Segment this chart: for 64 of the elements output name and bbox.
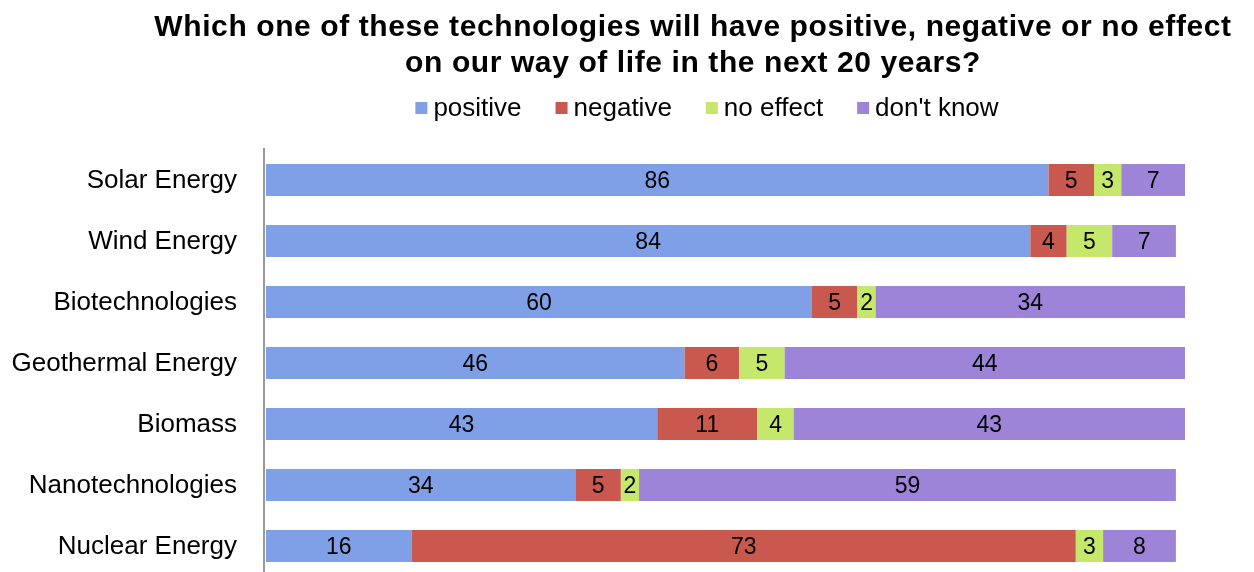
data-label: 5 — [1064, 167, 1078, 194]
bar — [1030, 224, 1067, 258]
data-label: 4 — [769, 411, 783, 438]
data-label: 3 — [1101, 167, 1115, 194]
bar — [266, 468, 576, 502]
bar — [657, 407, 758, 441]
bar — [266, 163, 1049, 197]
data-label: 84 — [635, 228, 662, 255]
bar — [784, 346, 1185, 380]
bar — [793, 407, 1185, 441]
data-label: 8 — [1133, 533, 1146, 560]
data-label: 16 — [326, 533, 352, 560]
data-label: 7 — [1137, 228, 1151, 255]
legend-label: don't know — [875, 92, 999, 123]
y-tick-label: Nuclear Energy — [57, 530, 237, 561]
bar — [1121, 163, 1185, 197]
data-label: 60 — [526, 289, 552, 316]
bar — [684, 346, 740, 380]
data-label: 2 — [860, 289, 873, 316]
data-label: 34 — [407, 472, 434, 499]
bar — [757, 407, 794, 441]
data-label: 2 — [623, 472, 637, 499]
bar — [266, 224, 1031, 258]
data-label: 44 — [972, 350, 998, 377]
bar — [266, 285, 812, 319]
bar — [575, 468, 621, 502]
bar — [875, 285, 1185, 319]
bar — [266, 407, 658, 441]
bar — [1112, 224, 1176, 258]
y-tick-label: Nanotechnologies — [28, 469, 237, 500]
bar — [811, 285, 858, 319]
y-tick-label: Geothermal Energy — [11, 347, 237, 378]
data-label: 73 — [730, 533, 757, 560]
data-label: 3 — [1083, 533, 1096, 560]
bar — [266, 346, 685, 380]
data-label: 34 — [1017, 289, 1044, 316]
bar — [1066, 224, 1113, 258]
data-label: 59 — [894, 472, 921, 499]
y-tick-label: Wind Energy — [88, 225, 237, 256]
y-tick-label: Solar Energy — [86, 164, 237, 195]
bar — [1103, 529, 1176, 563]
data-label: 5 — [591, 472, 605, 499]
bar — [1048, 163, 1094, 197]
data-label: 86 — [644, 167, 671, 194]
legend-label: no effect — [723, 92, 824, 123]
data-label: 5 — [828, 289, 842, 316]
data-label: 5 — [1083, 228, 1096, 255]
data-label: 7 — [1146, 167, 1160, 194]
legend-label: positive — [433, 92, 522, 123]
legend-label: negative — [573, 92, 672, 123]
y-tick-label: Biotechnologies — [53, 286, 237, 317]
bar — [266, 529, 412, 563]
data-label: 46 — [462, 350, 489, 377]
chart-title: Which one of these technologies will have positive, negative or no effect on our way of life in the next 20 years? — [154, 9, 1232, 78]
y-tick-label: Biomass — [137, 408, 237, 439]
data-label: 11 — [695, 411, 720, 438]
data-label: 43 — [448, 411, 475, 438]
data-label: 6 — [705, 350, 719, 377]
bar — [639, 468, 1176, 502]
data-label: 5 — [755, 350, 769, 377]
bar — [411, 529, 1076, 563]
data-label: 43 — [976, 411, 1003, 438]
data-label: 4 — [1042, 228, 1056, 255]
bar — [739, 346, 785, 380]
